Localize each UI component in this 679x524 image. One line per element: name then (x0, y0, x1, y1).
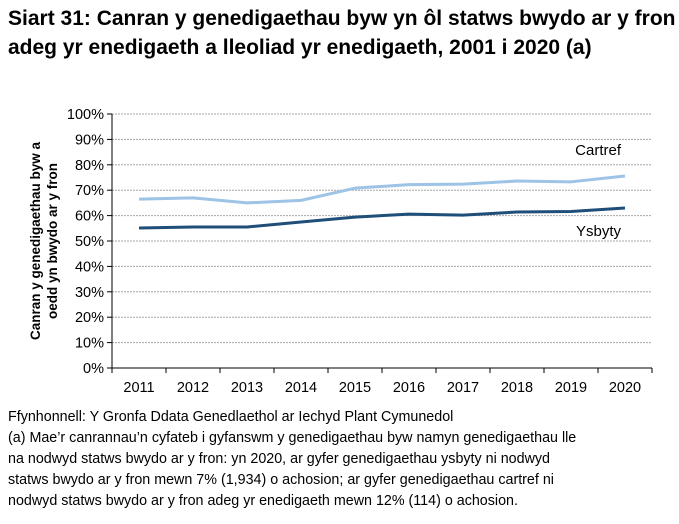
y-axis-label-line: oedd yn bwydo ar y fron (45, 163, 60, 319)
y-tick-label: 20% (75, 310, 104, 326)
y-axis-label: Canran y genedigaethau byw a oedd yn bwyd… (28, 141, 60, 340)
x-tick-label: 2011 (123, 380, 154, 396)
series-line-cartref (138, 174, 626, 205)
y-tick-label: 60% (75, 209, 104, 225)
y-tick-label: 50% (75, 234, 104, 250)
y-axis-label-line: Canran y genedigaethau byw a (28, 141, 43, 340)
footnote-line: (a) Mae’r canrannau’n cyfateb i gyfanswm… (8, 430, 577, 446)
y-tick-label: 30% (75, 285, 104, 301)
footnote-line: statws bwydo ar y fron mewn 7% (1,934) o… (8, 472, 554, 488)
y-tick-label: 0% (83, 361, 104, 377)
x-tick-label: 2020 (609, 380, 641, 396)
x-tick-label: 2014 (285, 380, 317, 396)
x-tick-label: 2019 (555, 380, 587, 396)
x-tick-label: 2015 (339, 380, 371, 396)
footnote-line: nodwyd statws bwydo ar y fron adeg yr en… (8, 493, 518, 509)
y-tick-label: 100% (67, 107, 104, 123)
x-tick-label: 2017 (447, 380, 479, 396)
series-label: Ysbyty (576, 223, 622, 240)
x-tick-label: 2012 (177, 380, 209, 396)
y-tick-label: 40% (75, 259, 104, 275)
source-note: Ffynhonnell: Y Gronfa Ddata Genedlaethol… (8, 409, 454, 425)
series-label: Cartref (575, 142, 622, 159)
y-tick-label: 70% (75, 183, 104, 199)
x-tick-label: 2016 (393, 380, 425, 396)
x-tick-label: 2018 (501, 380, 533, 396)
notes: Ffynhonnell: Y Gronfa Ddata Genedlaethol… (8, 407, 678, 512)
y-tick-label: 80% (75, 158, 104, 174)
chart-title: Siart 31: Canran y genedigaethau byw yn … (8, 7, 676, 59)
y-tick-label: 10% (75, 336, 104, 352)
series-line-ysbyty (138, 206, 626, 230)
y-tick-label: 90% (75, 132, 104, 148)
footnote-line: na nodwyd statws bwydo ar y fron: yn 202… (8, 451, 551, 467)
x-tick-label: 2013 (231, 380, 263, 396)
